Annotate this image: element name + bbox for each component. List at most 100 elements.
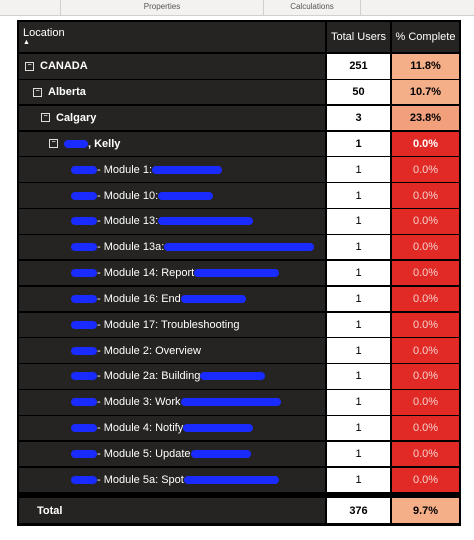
location-cell: - Module 2a: Building — [19, 364, 325, 389]
separator — [60, 0, 61, 16]
users-cell: 1 — [327, 390, 390, 415]
users-cell: 1 — [327, 441, 390, 467]
separator — [263, 0, 264, 16]
complete-value: 0.0% — [412, 448, 439, 460]
header-label: Location — [23, 27, 65, 39]
complete-cell: 0.0% — [392, 183, 459, 208]
complete-cell: 0.0% — [392, 415, 459, 441]
header-cell[interactable]: Total Users — [327, 22, 390, 52]
users-cell: 1 — [327, 286, 390, 312]
complete-value: 0.0% — [412, 241, 439, 254]
location-cell[interactable]: − Alberta — [19, 79, 325, 105]
redaction — [71, 398, 97, 407]
location-label: - Module 3: Work — [97, 396, 181, 409]
total-value: 9.7% — [412, 504, 439, 517]
redaction — [71, 165, 97, 174]
header-cell[interactable]: Location ▲ — [19, 22, 325, 52]
redaction — [190, 450, 251, 458]
collapse-icon[interactable]: − — [49, 139, 58, 149]
users-value: 1 — [355, 422, 362, 435]
total-label: Total — [37, 504, 63, 517]
users-value: 1 — [355, 215, 362, 228]
tab[interactable]: Calculations — [290, 2, 334, 11]
redaction — [71, 294, 97, 303]
redaction — [183, 475, 279, 484]
users-cell: 1 — [327, 131, 390, 157]
redaction — [71, 450, 97, 458]
users-cell: 50 — [327, 79, 390, 105]
users-cell: 3 — [327, 105, 390, 131]
complete-cell: 0.0% — [392, 209, 459, 234]
users-value: 251 — [349, 60, 368, 73]
header-cell[interactable]: % Complete — [392, 22, 459, 52]
complete-value: 0.0% — [412, 137, 439, 150]
users-cell: 1 — [327, 338, 390, 363]
redaction — [180, 398, 281, 407]
tab-strip: Properties Calculations — [0, 0, 474, 16]
location-label: Alberta — [48, 86, 86, 99]
complete-cell: 23.8% — [392, 105, 459, 131]
complete-cell: 0.0% — [392, 131, 459, 157]
complete-value: 0.0% — [412, 370, 439, 383]
users-value: 1 — [355, 344, 362, 357]
users-value: 1 — [355, 267, 362, 280]
complete-cell: 0.0% — [392, 364, 459, 389]
sort-arrow[interactable]: ▲ — [23, 39, 30, 46]
complete-cell: 0.0% — [392, 441, 459, 467]
users-cell: 1 — [327, 364, 390, 389]
users-cell: 1 — [327, 209, 390, 234]
location-cell[interactable]: − CANADA — [19, 54, 325, 79]
redaction — [71, 475, 97, 484]
location-cell: - Module 5a: Spot — [19, 467, 325, 493]
header-label: Total Users — [330, 31, 387, 43]
users-value: 1 — [355, 292, 362, 305]
location-cell[interactable]: − , Kelly — [19, 131, 325, 157]
complete-cell: 0.0% — [392, 260, 459, 286]
header-label: % Complete — [395, 31, 456, 43]
location-cell: - Module 13a: — [19, 234, 325, 260]
collapse-icon[interactable]: − — [41, 113, 50, 123]
location-cell[interactable]: − Calgary — [19, 105, 325, 131]
location-cell: - Module 14: Report — [19, 260, 325, 286]
location-cell: - Module 17: Troubleshooting — [19, 312, 325, 337]
users-value: 1 — [355, 137, 362, 150]
location-label: Calgary — [56, 111, 97, 124]
location-label: - Module 16: End — [97, 292, 181, 305]
complete-cell: 11.8% — [392, 54, 459, 79]
collapse-icon[interactable]: − — [25, 61, 34, 71]
redaction — [200, 372, 266, 381]
complete-cell: 0.0% — [392, 234, 459, 260]
users-value: 50 — [352, 86, 365, 99]
collapse-icon[interactable]: − — [33, 87, 42, 97]
complete-value: 0.0% — [412, 318, 439, 331]
total-cell: Total — [19, 498, 325, 523]
users-cell: 1 — [327, 234, 390, 260]
location-label: - Module 13a: — [97, 241, 165, 254]
location-cell: - Module 4: Notify — [19, 415, 325, 441]
users-cell: 1 — [327, 157, 390, 182]
redaction — [183, 424, 254, 433]
location-cell: - Module 3: Work — [19, 390, 325, 415]
location-cell: - Module 13: — [19, 209, 325, 234]
complete-value: 23.8% — [409, 111, 442, 124]
users-value: 1 — [355, 241, 362, 254]
users-value: 1 — [355, 448, 362, 460]
users-cell: 1 — [327, 467, 390, 493]
location-cell: - Module 2: Overview — [19, 338, 325, 363]
redaction — [71, 424, 97, 433]
complete-cell: 0.0% — [392, 338, 459, 363]
location-label: - Module 2: Overview — [97, 344, 201, 357]
complete-cell: 10.7% — [392, 79, 459, 105]
location-cell: - Module 5: Update — [19, 441, 325, 467]
complete-value: 0.0% — [412, 396, 439, 409]
users-value: 1 — [355, 318, 362, 331]
location-cell: - Module 1: — [19, 157, 325, 182]
location-label: - Module 14: Report — [97, 267, 195, 280]
redaction — [71, 320, 97, 329]
tab[interactable]: Properties — [143, 2, 181, 11]
total-value: 376 — [349, 504, 368, 517]
total-complete: 9.7% — [392, 498, 459, 523]
complete-cell: 0.0% — [392, 312, 459, 337]
redaction — [71, 243, 97, 252]
